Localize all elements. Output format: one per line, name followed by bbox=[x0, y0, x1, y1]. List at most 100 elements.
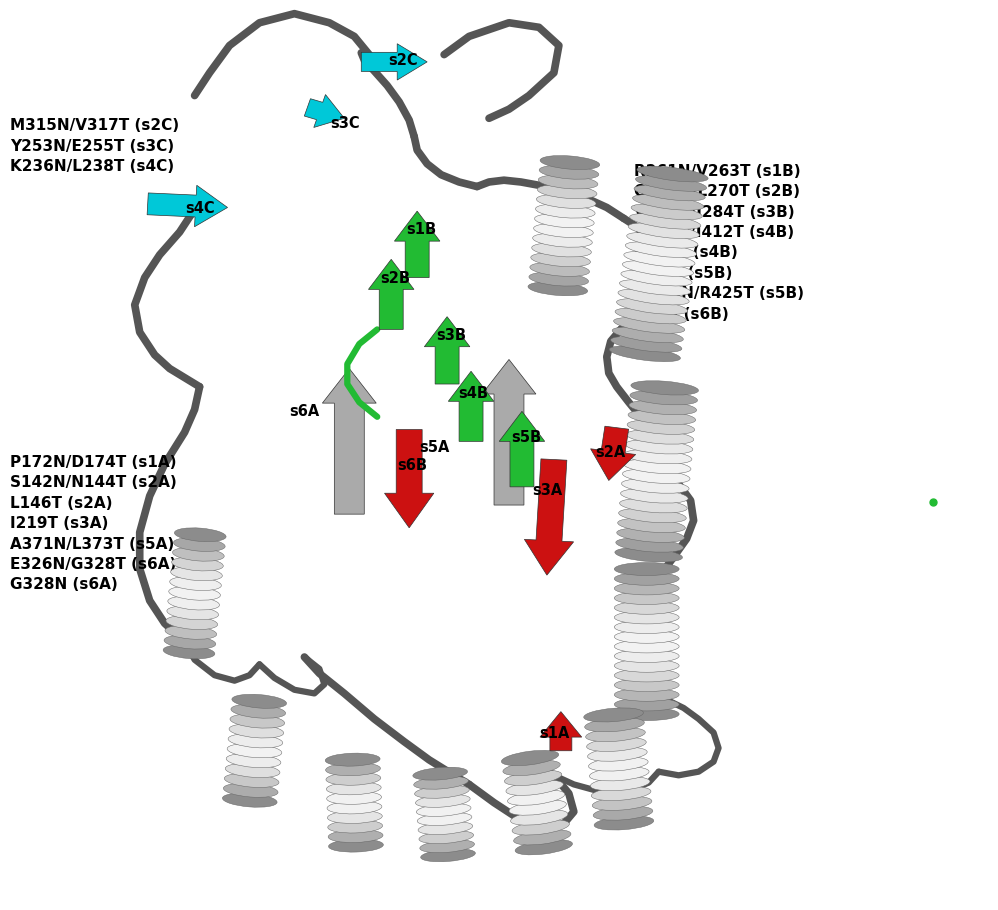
Ellipse shape bbox=[585, 718, 645, 732]
Ellipse shape bbox=[614, 592, 680, 604]
FancyArrow shape bbox=[524, 459, 574, 575]
Ellipse shape bbox=[229, 724, 283, 738]
Ellipse shape bbox=[625, 450, 692, 464]
Ellipse shape bbox=[633, 195, 704, 210]
Ellipse shape bbox=[621, 270, 692, 286]
Ellipse shape bbox=[627, 232, 698, 248]
Ellipse shape bbox=[591, 776, 650, 791]
Ellipse shape bbox=[614, 708, 680, 721]
Text: s4B: s4B bbox=[458, 386, 488, 400]
Ellipse shape bbox=[326, 782, 381, 794]
Ellipse shape bbox=[416, 804, 471, 816]
Ellipse shape bbox=[620, 279, 691, 296]
Ellipse shape bbox=[614, 572, 680, 585]
Ellipse shape bbox=[512, 820, 570, 835]
FancyArrow shape bbox=[361, 44, 427, 80]
FancyArrow shape bbox=[482, 359, 536, 505]
Ellipse shape bbox=[628, 223, 700, 238]
Ellipse shape bbox=[326, 773, 381, 785]
FancyArrow shape bbox=[448, 371, 494, 441]
Ellipse shape bbox=[414, 776, 468, 789]
Ellipse shape bbox=[531, 253, 591, 267]
Ellipse shape bbox=[614, 640, 680, 652]
Ellipse shape bbox=[327, 801, 382, 814]
Ellipse shape bbox=[614, 650, 680, 662]
Ellipse shape bbox=[225, 774, 279, 787]
Ellipse shape bbox=[584, 708, 644, 722]
Ellipse shape bbox=[631, 380, 699, 395]
Ellipse shape bbox=[592, 796, 652, 811]
Ellipse shape bbox=[591, 786, 651, 801]
Ellipse shape bbox=[614, 318, 685, 333]
Ellipse shape bbox=[590, 767, 649, 781]
FancyArrow shape bbox=[394, 211, 440, 278]
Ellipse shape bbox=[588, 747, 647, 762]
Text: s3B: s3B bbox=[436, 329, 466, 343]
Ellipse shape bbox=[328, 839, 383, 852]
Ellipse shape bbox=[167, 606, 219, 620]
Ellipse shape bbox=[616, 538, 684, 552]
Ellipse shape bbox=[169, 586, 221, 601]
Ellipse shape bbox=[533, 233, 592, 248]
Ellipse shape bbox=[165, 625, 217, 640]
Ellipse shape bbox=[534, 224, 593, 238]
Text: s5A: s5A bbox=[419, 440, 449, 455]
Ellipse shape bbox=[636, 176, 707, 191]
Ellipse shape bbox=[630, 214, 701, 229]
Ellipse shape bbox=[609, 346, 681, 361]
Ellipse shape bbox=[174, 538, 226, 551]
Ellipse shape bbox=[614, 679, 680, 692]
Ellipse shape bbox=[634, 185, 706, 201]
Ellipse shape bbox=[617, 528, 685, 542]
Ellipse shape bbox=[421, 849, 475, 862]
FancyArrow shape bbox=[384, 430, 434, 528]
Ellipse shape bbox=[629, 400, 697, 415]
Ellipse shape bbox=[587, 737, 647, 752]
Ellipse shape bbox=[628, 410, 696, 425]
Ellipse shape bbox=[173, 547, 225, 561]
Ellipse shape bbox=[175, 528, 227, 541]
Ellipse shape bbox=[621, 489, 689, 503]
Ellipse shape bbox=[509, 800, 567, 815]
Ellipse shape bbox=[537, 185, 597, 198]
Ellipse shape bbox=[536, 204, 595, 218]
Ellipse shape bbox=[539, 166, 599, 179]
Ellipse shape bbox=[627, 420, 695, 434]
FancyArrow shape bbox=[368, 259, 414, 329]
Text: s4C: s4C bbox=[185, 201, 215, 216]
Ellipse shape bbox=[615, 548, 683, 562]
Ellipse shape bbox=[594, 816, 654, 830]
Ellipse shape bbox=[325, 763, 380, 775]
Ellipse shape bbox=[507, 790, 565, 805]
Ellipse shape bbox=[231, 704, 285, 718]
Text: s2A: s2A bbox=[596, 445, 626, 460]
Ellipse shape bbox=[615, 308, 687, 324]
Text: s6A: s6A bbox=[289, 404, 319, 419]
Ellipse shape bbox=[168, 596, 220, 610]
Ellipse shape bbox=[328, 830, 383, 843]
Ellipse shape bbox=[230, 714, 284, 728]
Ellipse shape bbox=[614, 621, 680, 633]
Ellipse shape bbox=[614, 659, 680, 672]
Ellipse shape bbox=[589, 757, 648, 771]
Ellipse shape bbox=[614, 669, 680, 682]
Ellipse shape bbox=[614, 602, 680, 614]
Ellipse shape bbox=[164, 635, 216, 649]
Ellipse shape bbox=[227, 753, 280, 768]
Ellipse shape bbox=[631, 204, 703, 219]
Text: s3A: s3A bbox=[532, 483, 562, 498]
Ellipse shape bbox=[624, 251, 695, 267]
Ellipse shape bbox=[228, 743, 281, 758]
Ellipse shape bbox=[223, 794, 277, 807]
Text: M315N/V317T (s2C)
Y253N/E255T (s3C)
K236N/L238T (s4C): M315N/V317T (s2C) Y253N/E255T (s3C) K236… bbox=[10, 118, 179, 174]
Text: s3C: s3C bbox=[330, 116, 360, 131]
Ellipse shape bbox=[501, 751, 559, 765]
Ellipse shape bbox=[532, 243, 592, 257]
Ellipse shape bbox=[528, 282, 588, 296]
Ellipse shape bbox=[625, 440, 693, 454]
Ellipse shape bbox=[623, 261, 694, 277]
FancyArrow shape bbox=[304, 95, 344, 127]
Ellipse shape bbox=[172, 557, 224, 571]
Ellipse shape bbox=[535, 214, 594, 228]
Ellipse shape bbox=[536, 195, 596, 208]
